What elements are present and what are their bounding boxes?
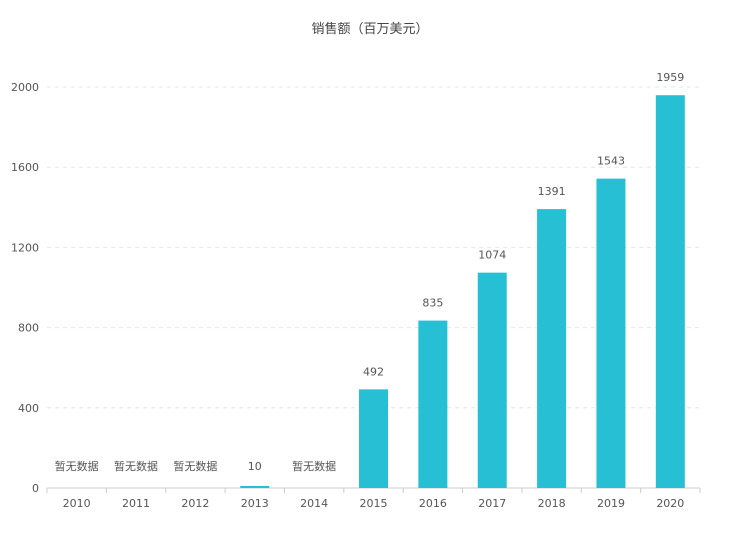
x-tick-label: 2019	[597, 497, 625, 510]
data-label: 10	[248, 460, 262, 473]
data-label: 暂无数据	[55, 459, 99, 473]
data-label: 暂无数据	[173, 459, 217, 473]
bar	[537, 209, 567, 489]
bar	[477, 272, 507, 488]
bar	[596, 178, 626, 489]
x-tick-label: 2020	[656, 497, 684, 510]
y-tick-label: 1200	[11, 241, 39, 254]
y-tick-label: 0	[32, 482, 39, 495]
bar	[418, 320, 448, 488]
data-label: 492	[363, 365, 384, 378]
data-label: 1074	[478, 249, 506, 262]
y-tick-label: 2000	[11, 81, 39, 94]
data-label: 1959	[656, 71, 684, 84]
x-tick-label: 2016	[419, 497, 447, 510]
data-label: 835	[422, 297, 443, 310]
x-tick-label: 2011	[122, 497, 150, 510]
bar	[240, 485, 270, 488]
data-label: 暂无数据	[114, 459, 158, 473]
x-tick-label: 2018	[538, 497, 566, 510]
data-label: 1543	[597, 155, 625, 168]
data-label: 1391	[538, 185, 566, 198]
data-label: 暂无数据	[292, 459, 336, 473]
x-tick-label: 2014	[300, 497, 328, 510]
bar	[655, 95, 685, 489]
y-tick-label: 1600	[11, 161, 39, 174]
y-tick-label: 400	[18, 402, 39, 415]
x-tick-label: 2012	[181, 497, 209, 510]
x-tick-label: 2010	[63, 497, 91, 510]
chart-title: 销售额（百万美元）	[311, 22, 429, 37]
y-tick-label: 800	[18, 322, 39, 335]
x-tick-label: 2015	[360, 497, 388, 510]
x-tick-label: 2017	[478, 497, 506, 510]
bar	[359, 389, 388, 488]
x-tick-label: 2013	[241, 497, 269, 510]
